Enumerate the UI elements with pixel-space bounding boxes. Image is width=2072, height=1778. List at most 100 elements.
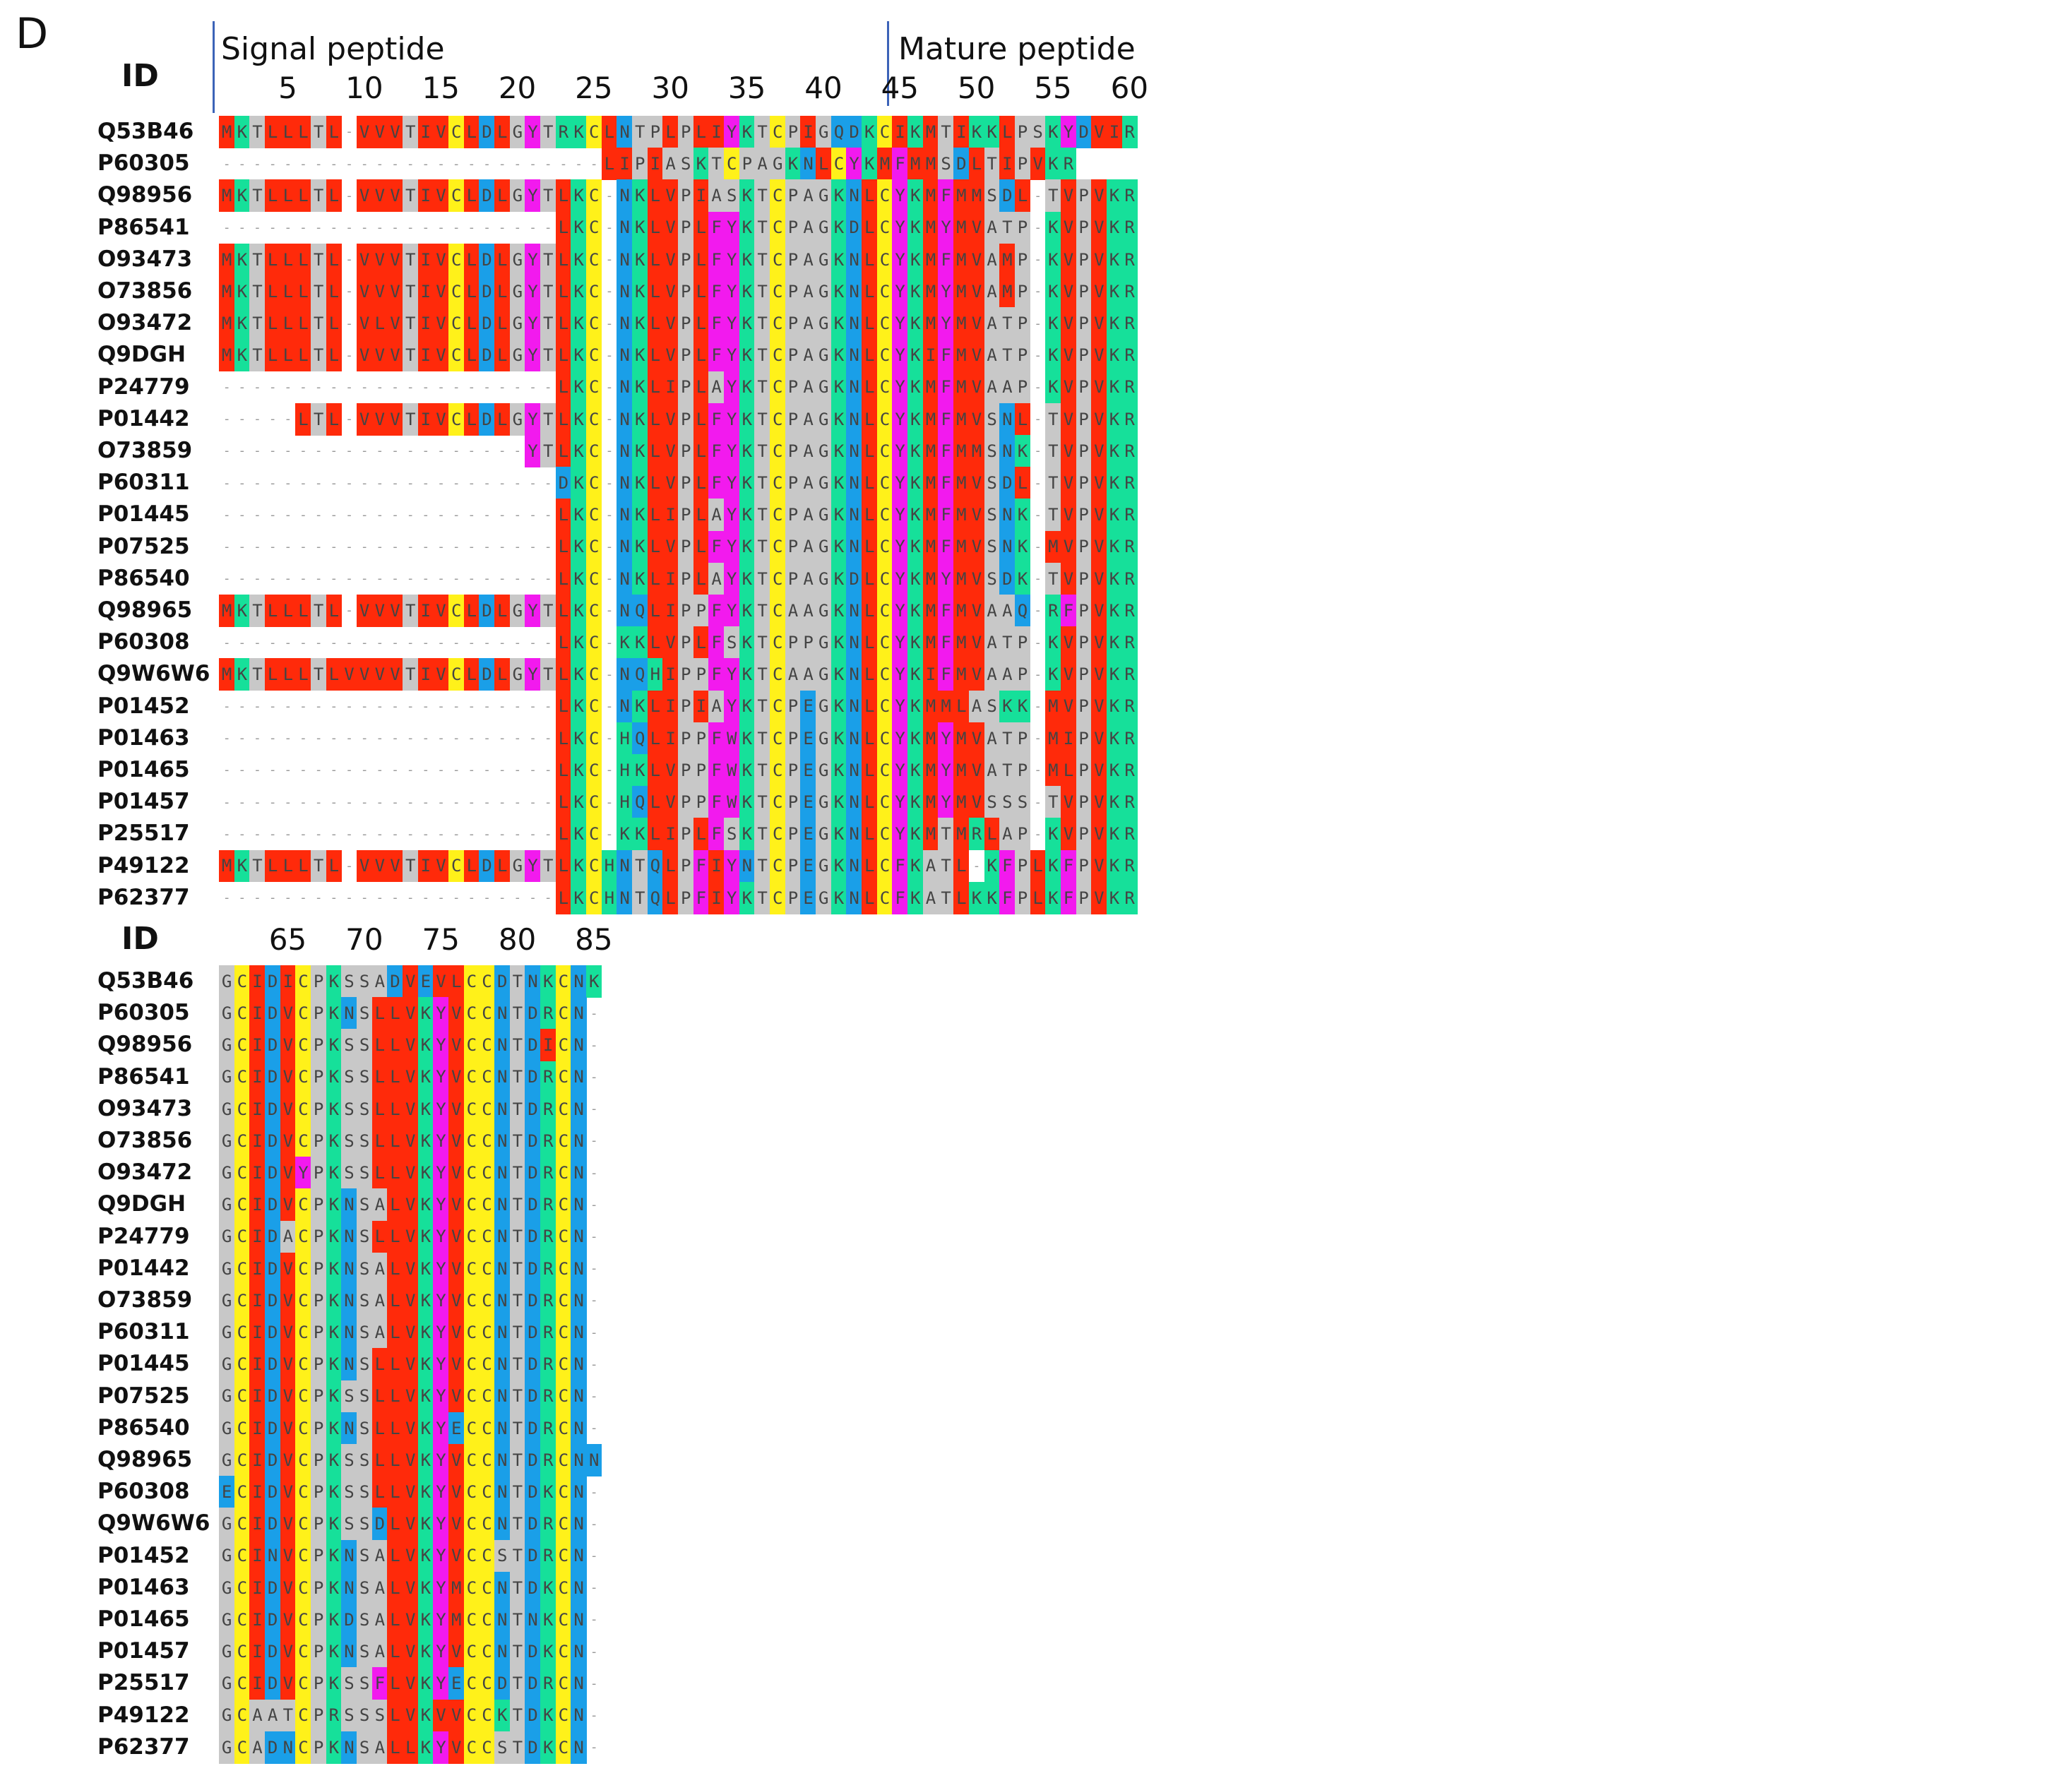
residue-cell: S xyxy=(357,1157,373,1189)
alignment-gap: - xyxy=(406,379,415,395)
residue-cell: L xyxy=(494,179,511,213)
residue-cell: C xyxy=(295,1220,311,1253)
residue-cell: F xyxy=(938,499,954,532)
residue-cell: L xyxy=(647,275,664,308)
residue-cell: L xyxy=(387,1380,403,1413)
residue-cell: T xyxy=(999,307,1016,340)
residue-cell: L xyxy=(862,626,878,659)
residue-cell: P xyxy=(785,435,802,467)
alignment-gap: - xyxy=(529,763,537,778)
residue-cell: N xyxy=(800,148,816,180)
residue-cell: A xyxy=(800,371,816,404)
sequence-id: P01463 xyxy=(97,724,190,751)
alignment-gap: - xyxy=(345,347,353,363)
residue-cell: L xyxy=(1014,179,1031,213)
residue-cell: V xyxy=(448,997,465,1030)
alignment-gap: - xyxy=(222,156,231,172)
residue-cell: R xyxy=(540,1220,556,1253)
residue-cell: M xyxy=(922,275,939,308)
residue-cell: S xyxy=(678,148,694,180)
alignment-gap: - xyxy=(238,412,246,427)
residue-cell: F xyxy=(708,243,725,276)
alignment-gap: - xyxy=(314,794,323,810)
residue-cell: S xyxy=(984,786,1000,818)
residue-cell: K xyxy=(326,1380,342,1413)
residue-cell: N xyxy=(341,1539,357,1573)
residue-cell: D xyxy=(525,1220,541,1253)
residue-cell: M xyxy=(448,1571,465,1604)
residue-cell: N xyxy=(571,1188,587,1222)
alignment-gap: - xyxy=(498,507,506,523)
alignment-gap: - xyxy=(284,412,292,427)
residue-cell: L xyxy=(265,595,281,627)
residue-cell: P xyxy=(311,1731,327,1764)
residue-cell: C xyxy=(234,1380,250,1413)
residue-cell: K xyxy=(1106,339,1123,372)
alignment-gap: - xyxy=(590,1740,598,1755)
residue-cell: N xyxy=(846,530,862,563)
residue-cell: Q xyxy=(632,786,648,818)
residue-cell: T xyxy=(509,1029,525,1062)
residue-cell: Y xyxy=(724,562,740,595)
residue-cell: Y xyxy=(892,211,908,244)
sequence-id: O73859 xyxy=(97,438,193,463)
residue-cell: Y xyxy=(892,402,908,436)
residue-cell: L xyxy=(693,530,710,563)
alignment-gap: - xyxy=(254,794,261,810)
residue-cell: M xyxy=(219,275,235,308)
residue-cell: C xyxy=(463,1284,480,1317)
residue-cell: N xyxy=(571,1699,587,1732)
residue-cell: D xyxy=(265,1220,281,1253)
residue-cell: C xyxy=(463,1539,480,1573)
residue-cell: K xyxy=(326,1731,342,1764)
residue-cell: K xyxy=(571,626,587,659)
residue-cell: C xyxy=(555,1220,571,1253)
alignment-gap: - xyxy=(559,156,568,172)
alignment-gap: - xyxy=(314,826,323,842)
residue-cell: S xyxy=(357,1508,373,1541)
residue-cell: A xyxy=(371,1604,388,1636)
residue-cell: K xyxy=(830,786,847,818)
residue-cell: K xyxy=(632,467,648,499)
residue-cell: T xyxy=(754,211,770,244)
residue-cell: K xyxy=(632,243,648,276)
alignment-gap: - xyxy=(238,220,246,235)
alignment-gap: - xyxy=(268,794,277,810)
sequence-id: O93472 xyxy=(97,310,193,336)
residue-cell: L xyxy=(494,307,511,340)
residue-cell: C xyxy=(234,1412,250,1445)
sequence-id: Q53B46 xyxy=(97,968,194,994)
residue-cell: L xyxy=(371,1125,388,1157)
residue-cell: V xyxy=(1091,849,1107,883)
alignment-gap: - xyxy=(222,635,231,650)
residue-cell: C xyxy=(463,1604,480,1636)
alignment-gap: - xyxy=(330,539,338,554)
alignment-gap: - xyxy=(468,220,476,235)
residue-cell: W xyxy=(724,722,740,755)
residue-cell: T xyxy=(311,243,327,276)
residue-cell: V xyxy=(968,658,985,691)
sequence-id: P60305 xyxy=(97,150,190,177)
alignment-gap: - xyxy=(483,507,491,523)
residue-cell: V xyxy=(433,595,449,627)
residue-cell: N xyxy=(571,1380,587,1413)
residue-cell: M xyxy=(219,243,235,276)
residue-cell: K xyxy=(632,211,648,244)
residue-cell: R xyxy=(1121,371,1138,404)
residue-cell: S xyxy=(357,1444,373,1476)
residue-cell: N xyxy=(494,1604,511,1636)
residue-cell: I xyxy=(249,1157,266,1189)
residue-cell: G xyxy=(816,243,832,276)
residue-cell: T xyxy=(540,275,556,308)
residue-cell: V xyxy=(1060,307,1077,340)
residue-cell: L xyxy=(555,786,571,818)
residue-cell: T xyxy=(509,1316,525,1349)
residue-cell: V xyxy=(968,307,985,340)
alignment-gap: - xyxy=(422,475,430,491)
residue-cell: L xyxy=(647,530,664,563)
residue-cell: L xyxy=(647,595,664,627)
residue-cell: L xyxy=(555,243,571,276)
residue-cell: V xyxy=(280,1635,296,1668)
residue-cell: P xyxy=(311,1604,327,1636)
position-tick-45: 45 xyxy=(881,71,919,105)
